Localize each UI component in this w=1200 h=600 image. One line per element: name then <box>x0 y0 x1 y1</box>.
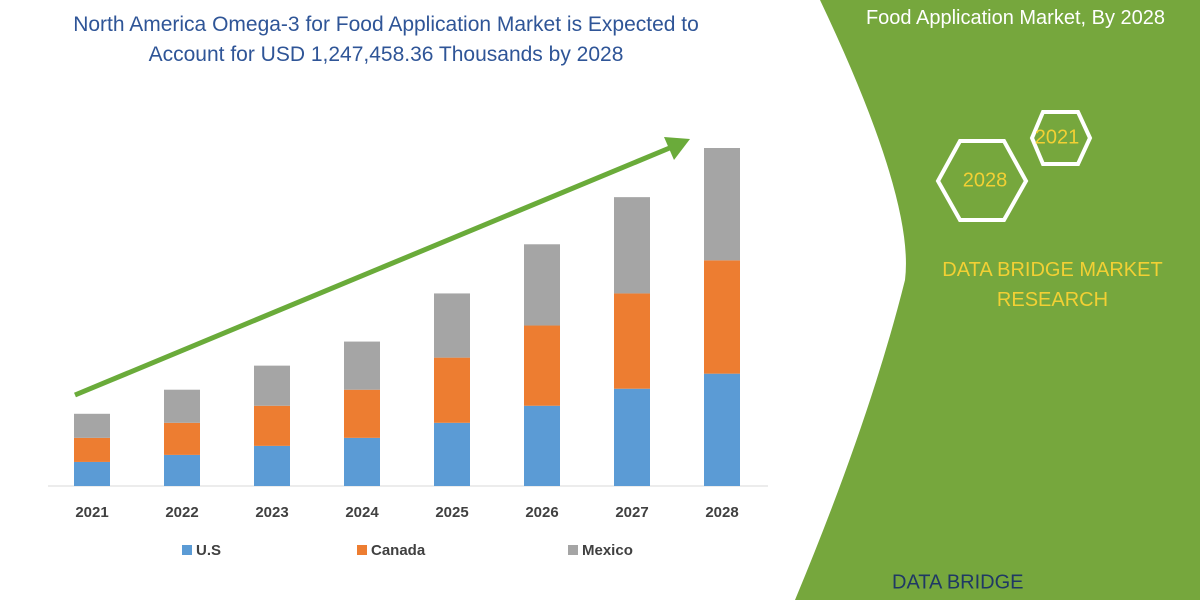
hex-label: 2021 <box>1035 126 1080 148</box>
bar-segment <box>254 405 290 446</box>
bar-segment <box>344 341 380 390</box>
trend-arrow <box>74 144 673 398</box>
legend-swatch <box>182 545 192 555</box>
hex-label: 2028 <box>963 169 1008 191</box>
bar-segment <box>704 260 740 374</box>
bar-segment <box>344 389 380 438</box>
x-tick-label: 2028 <box>705 504 738 521</box>
legend-label: Canada <box>371 542 426 559</box>
bar-segment <box>614 197 650 294</box>
bar-segment <box>344 437 380 486</box>
bar-segment <box>74 413 110 438</box>
logo-text: DATA BRIDGE <box>892 571 1024 593</box>
bar-segment <box>254 445 290 486</box>
bar-segment <box>74 461 110 486</box>
bar-segment <box>164 422 200 455</box>
hexagon <box>935 139 1029 222</box>
bar-segment <box>164 454 200 486</box>
legend-swatch <box>357 545 367 555</box>
bar-segment <box>524 244 560 326</box>
bar-segment <box>524 325 560 406</box>
bar-segment <box>74 437 110 462</box>
panel-heading: Food Application Market, By 2028 <box>865 7 1165 29</box>
bar-segment <box>614 388 650 486</box>
hexagon <box>1029 110 1093 166</box>
bar-segment <box>434 357 470 423</box>
bar-segment <box>704 148 740 261</box>
x-tick-label: 2022 <box>165 504 198 521</box>
x-tick-label: 2027 <box>615 504 648 521</box>
legend-label: Mexico <box>582 542 633 559</box>
bar-segment <box>434 293 470 358</box>
chart-title: North America Omega-3 for Food Applicati… <box>73 13 699 66</box>
bar-segment <box>524 405 560 486</box>
x-tick-label: 2026 <box>525 504 558 521</box>
x-tick-label: 2021 <box>75 504 108 521</box>
x-tick-label: 2023 <box>255 504 288 521</box>
legend-swatch <box>568 545 578 555</box>
bar-segment <box>254 365 290 406</box>
bar-segment <box>614 293 650 389</box>
x-tick-label: 2024 <box>345 504 379 521</box>
legend-label: U.S <box>196 542 221 559</box>
bar-segment <box>704 373 740 486</box>
brand: DATA BRIDGE MARKET RESEARCH <box>942 259 1163 311</box>
bar-segment <box>434 422 470 486</box>
x-tick-label: 2025 <box>435 504 468 521</box>
arrow-head <box>664 137 690 160</box>
bar-segment <box>164 389 200 423</box>
side-panel <box>795 0 1200 600</box>
